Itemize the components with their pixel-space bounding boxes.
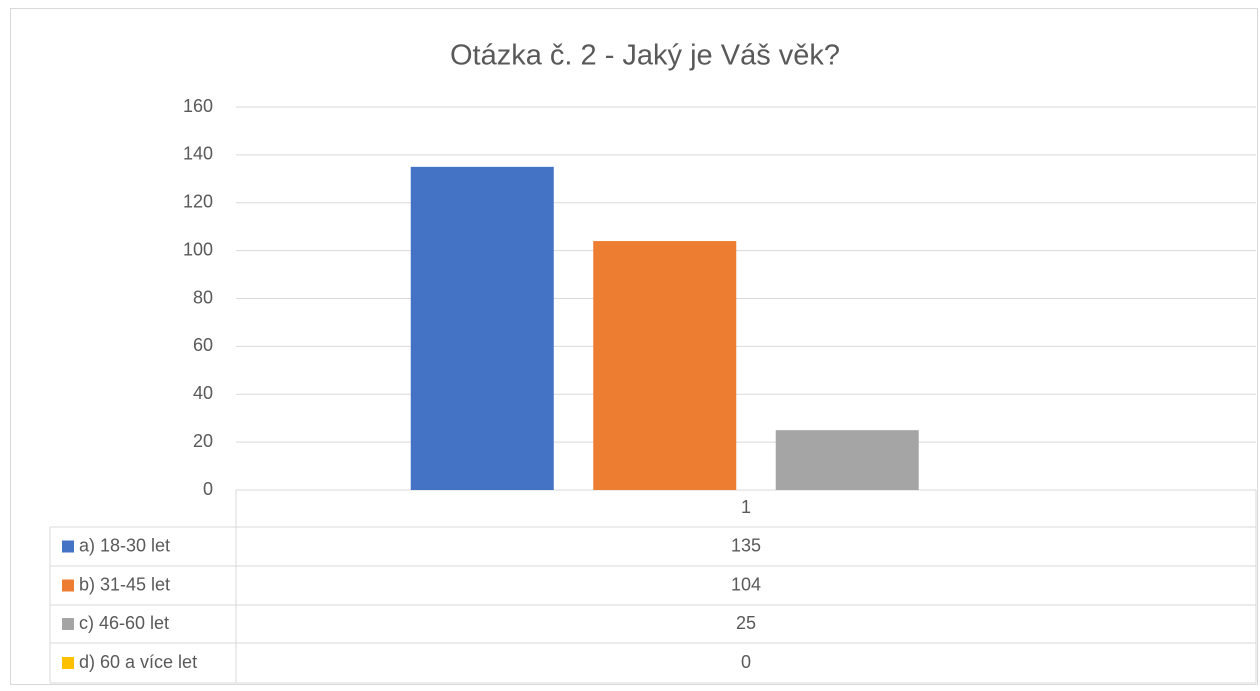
legend-key — [62, 618, 74, 630]
table-value: 0 — [741, 652, 751, 672]
table-value: 25 — [736, 613, 756, 633]
y-tick-label: 20 — [193, 431, 213, 451]
legend-label: b) 31-45 let — [79, 574, 170, 594]
y-tick-label: 0 — [203, 479, 213, 499]
y-tick-label: 60 — [193, 335, 213, 355]
table-value: 104 — [731, 574, 761, 594]
bar — [410, 166, 554, 490]
legend-key — [62, 540, 74, 553]
bar — [593, 241, 737, 490]
bar — [775, 430, 919, 490]
x-tick-label: 1 — [741, 497, 751, 517]
y-tick-label: 160 — [183, 96, 213, 116]
y-tick-label: 100 — [183, 239, 213, 259]
legend-key — [62, 657, 74, 669]
legend-label: a) 18-30 let — [79, 535, 170, 555]
legend-label: c) 46-60 let — [79, 613, 169, 633]
y-tick-label: 80 — [193, 287, 213, 307]
chart-title: Otázka č. 2 - Jaký je Váš věk? — [450, 40, 840, 72]
table-value: 135 — [731, 535, 761, 555]
y-tick-label: 140 — [183, 144, 213, 164]
y-tick-label: 40 — [193, 383, 213, 403]
y-tick-label: 120 — [183, 192, 213, 212]
legend-key — [62, 579, 74, 592]
legend-label: d) 60 a více let — [79, 652, 197, 672]
